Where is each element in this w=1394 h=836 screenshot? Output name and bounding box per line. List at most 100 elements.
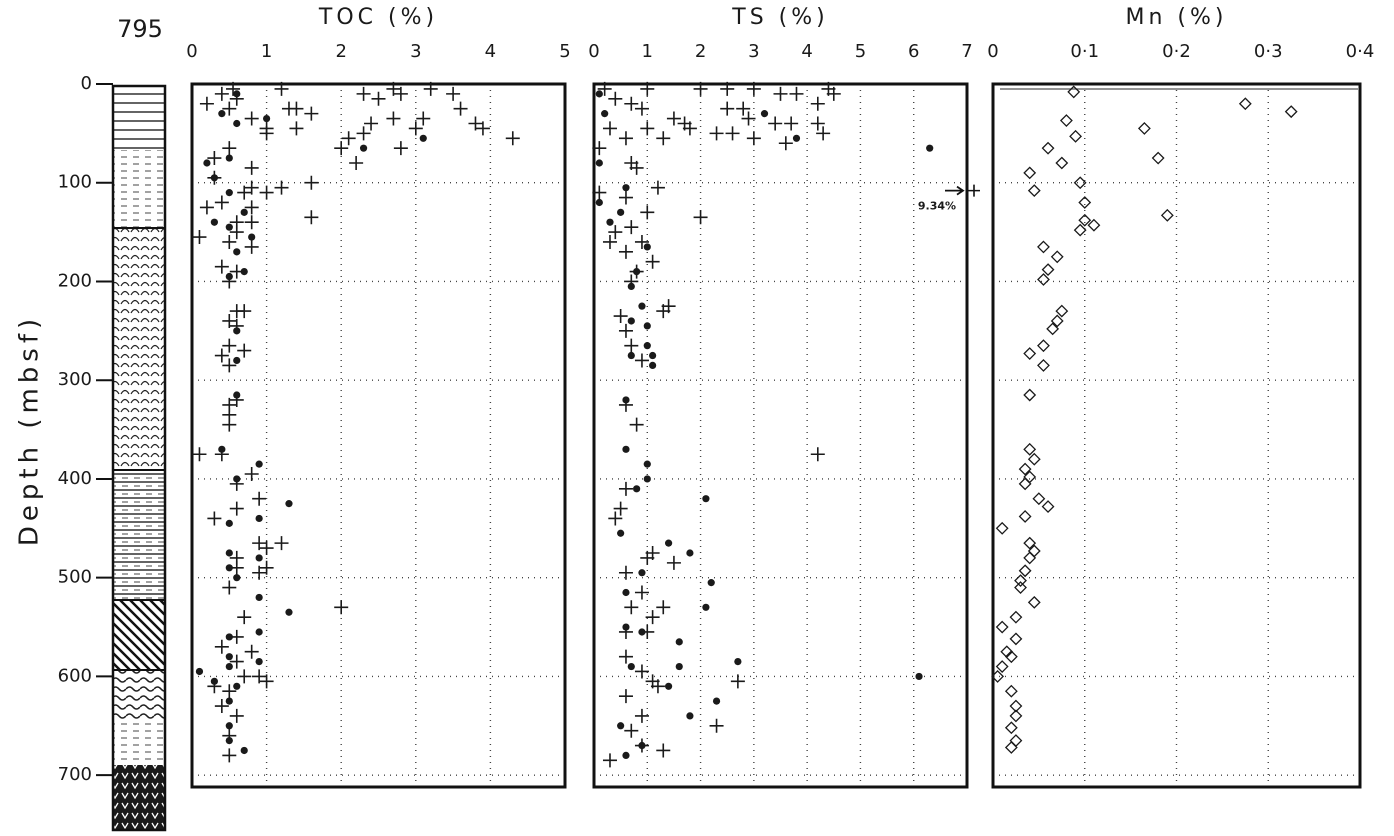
plus-marker xyxy=(613,309,628,324)
panel-frame xyxy=(592,82,969,789)
dot-marker xyxy=(233,574,241,582)
diamond-marker xyxy=(1087,218,1101,232)
dot-marker xyxy=(622,588,630,597)
plus-marker xyxy=(244,644,259,659)
x-tick-label: 7 xyxy=(961,41,972,62)
plus-marker xyxy=(386,81,401,96)
panel-title: TS (%) xyxy=(731,5,828,30)
plus-marker xyxy=(237,343,252,358)
plus-marker xyxy=(244,239,259,254)
plus-marker xyxy=(640,205,655,220)
x-tick-label: 0·2 xyxy=(1162,41,1191,62)
plus-marker xyxy=(386,111,401,126)
offscale-marker xyxy=(968,184,980,197)
x-tick-label: 4 xyxy=(485,41,496,62)
dot-marker xyxy=(643,460,651,468)
plus-marker xyxy=(634,664,649,679)
x-tick-label: 2 xyxy=(695,41,706,62)
plus-marker xyxy=(446,86,461,101)
diamond-marker xyxy=(1041,263,1055,277)
plus-marker xyxy=(237,669,252,684)
dot-marker xyxy=(233,90,241,98)
plus-marker xyxy=(393,86,408,101)
y-tick-label: 500 xyxy=(58,567,92,588)
plus-marker xyxy=(226,81,241,96)
dot-marker xyxy=(643,243,651,251)
plus-marker xyxy=(259,674,274,689)
diamond-marker xyxy=(1037,240,1050,254)
plus-marker xyxy=(602,234,617,249)
y-tick-label: 300 xyxy=(58,369,92,390)
dot-marker xyxy=(686,712,694,720)
x-tick-label: 5 xyxy=(559,41,570,62)
plus-marker xyxy=(592,185,607,200)
plus-marker xyxy=(229,708,244,723)
diamond-marker xyxy=(1023,442,1037,456)
plus-marker xyxy=(634,101,649,116)
plus-marker xyxy=(408,121,423,136)
plus-marker xyxy=(634,585,649,600)
plus-marker xyxy=(334,141,349,156)
plus-marker xyxy=(468,116,483,131)
diamond-marker xyxy=(1137,122,1151,135)
dot-marker xyxy=(638,628,646,636)
dot-marker xyxy=(195,667,204,676)
plus-marker xyxy=(784,116,799,131)
plus-marker xyxy=(640,121,655,136)
dot-marker xyxy=(255,628,263,636)
dot-marker xyxy=(240,267,248,276)
plus-marker xyxy=(274,180,289,195)
plus-marker xyxy=(341,131,356,146)
diamond-marker xyxy=(1027,595,1041,609)
diamond-marker xyxy=(1078,213,1092,227)
plus-marker xyxy=(650,679,665,694)
plus-marker xyxy=(720,101,735,116)
plus-marker xyxy=(656,600,671,615)
dot-marker xyxy=(225,549,233,557)
dot-marker xyxy=(255,658,263,666)
plus-marker xyxy=(810,116,825,131)
plus-marker xyxy=(709,126,724,141)
plus-marker xyxy=(746,81,761,96)
plus-marker xyxy=(304,175,319,190)
plus-marker xyxy=(244,111,259,126)
diamond-marker xyxy=(1238,97,1252,111)
plus-marker xyxy=(810,96,825,111)
dot-marker xyxy=(225,653,233,661)
diamond-marker xyxy=(1018,510,1032,523)
plus-marker xyxy=(608,225,623,240)
plus-marker xyxy=(730,674,745,689)
diamond-marker xyxy=(991,669,1005,683)
plus-marker xyxy=(634,353,649,368)
dot-marker xyxy=(638,569,646,577)
dot-marker xyxy=(240,746,248,755)
dot-marker xyxy=(248,233,256,241)
diamond-marker xyxy=(1037,273,1050,286)
diamond-marker xyxy=(1004,650,1018,664)
plus-marker xyxy=(289,121,304,136)
diamond-marker xyxy=(1160,208,1174,222)
plus-marker xyxy=(810,447,825,462)
panel-title: Mn (%) xyxy=(1126,5,1228,30)
plus-marker xyxy=(349,155,364,170)
dot-marker xyxy=(255,593,263,602)
plus-marker xyxy=(624,220,639,235)
plus-marker xyxy=(640,550,655,565)
diamond-marker xyxy=(1014,574,1027,588)
plus-marker xyxy=(608,511,623,526)
panel-title: TOC (%) xyxy=(318,5,438,30)
dot-marker xyxy=(622,445,630,453)
diamond-marker xyxy=(1027,452,1041,466)
plus-marker xyxy=(237,185,252,200)
dot-marker xyxy=(595,198,603,207)
dot-marker xyxy=(225,633,233,641)
plus-marker xyxy=(237,610,252,625)
plus-marker xyxy=(618,244,633,259)
dot-marker xyxy=(627,662,635,671)
diamond-marker xyxy=(1004,721,1018,735)
diamond-marker xyxy=(995,660,1009,673)
plus-marker xyxy=(214,86,229,101)
y-tick-label: 600 xyxy=(58,665,92,686)
plus-marker xyxy=(244,160,259,175)
plus-marker xyxy=(618,481,633,496)
